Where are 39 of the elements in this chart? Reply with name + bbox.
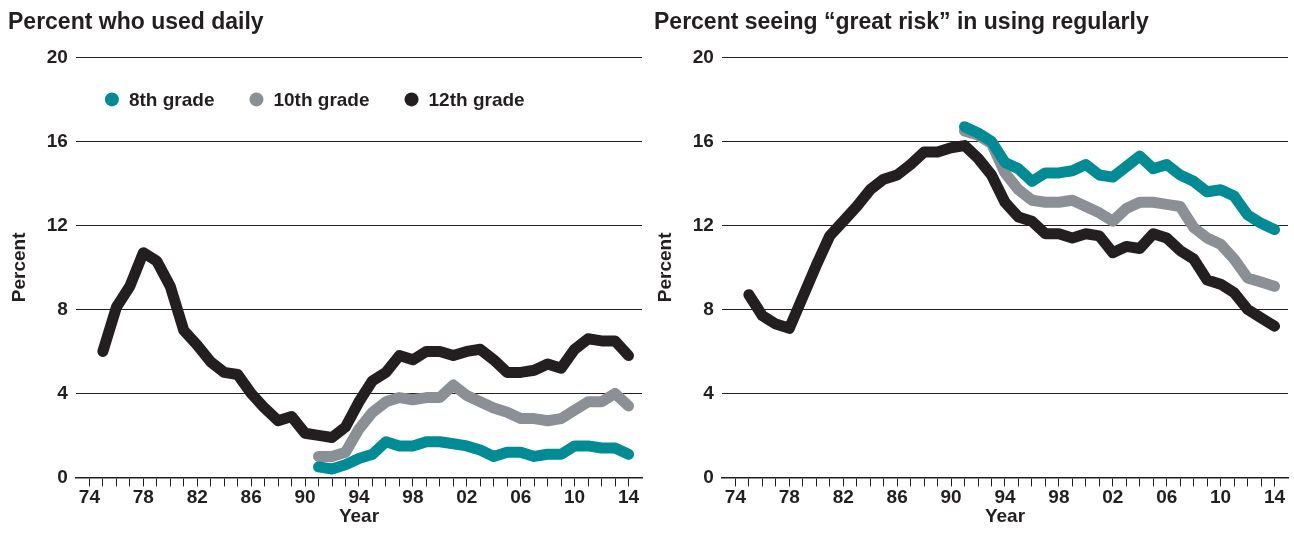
- y-tick-label: 8: [703, 297, 714, 319]
- x-tick-label: 86: [240, 486, 262, 508]
- x-tick-label: 78: [132, 486, 154, 508]
- x-tick-label: 98: [402, 486, 424, 508]
- y-tick-label: 20: [692, 45, 714, 67]
- y-tick-label: 12: [46, 213, 68, 235]
- x-tick-label: 02: [456, 486, 478, 508]
- x-tick-label: 90: [940, 486, 962, 508]
- legend-label: 10th grade: [273, 88, 370, 110]
- y-tick-label: 0: [57, 465, 68, 487]
- x-tick-label: 98: [1048, 486, 1070, 508]
- y-tick-label: 16: [46, 129, 68, 151]
- y-axis-title: Percent: [7, 231, 29, 303]
- x-tick-label: 02: [1102, 486, 1124, 508]
- x-tick-label: 74: [724, 486, 747, 508]
- y-tick-label: 8: [57, 297, 68, 319]
- x-tick-label: 78: [778, 486, 800, 508]
- x-tick-label: 90: [294, 486, 316, 508]
- x-tick-label: 86: [886, 486, 908, 508]
- x-tick-label: 82: [832, 486, 854, 508]
- x-tick-label: 10: [564, 486, 586, 508]
- y-tick-label: 4: [703, 381, 715, 403]
- legend-label: 12th grade: [428, 88, 525, 110]
- x-tick-label: 82: [186, 486, 208, 508]
- chart-title: Percent seeing “great risk” in using regularly: [654, 8, 1150, 36]
- x-tick-label: 10: [1210, 486, 1232, 508]
- y-tick-label: 12: [692, 213, 714, 235]
- y-tick-label: 4: [57, 381, 69, 403]
- x-tick-label: 06: [1156, 486, 1178, 508]
- y-axis-title: Percent: [653, 231, 675, 303]
- x-tick-label: 14: [1263, 486, 1286, 508]
- y-tick-label: 0: [703, 465, 714, 487]
- x-tick-label: 06: [510, 486, 532, 508]
- y-tick-label: 16: [692, 129, 714, 151]
- x-tick-label: 14: [617, 486, 640, 508]
- y-tick-label: 20: [46, 45, 68, 67]
- legend-label: 8th grade: [128, 88, 215, 110]
- chart-title: Percent who used daily: [8, 8, 265, 36]
- x-tick-label: 74: [78, 486, 101, 508]
